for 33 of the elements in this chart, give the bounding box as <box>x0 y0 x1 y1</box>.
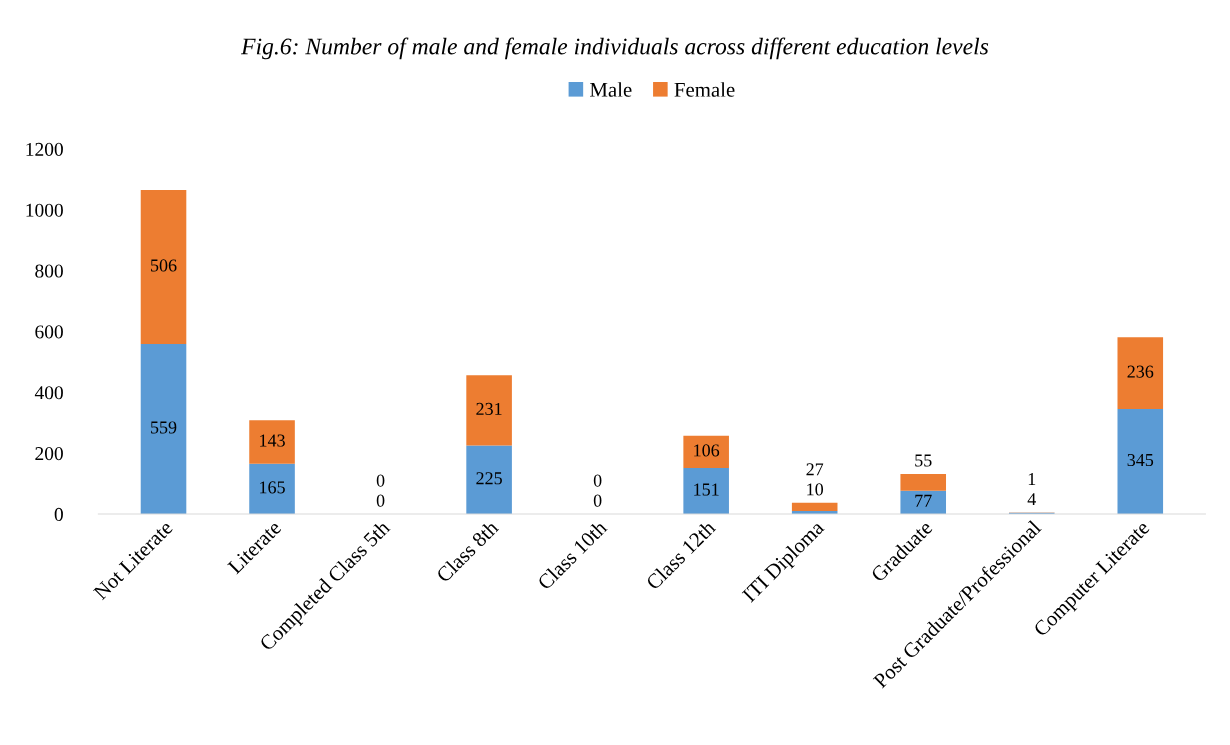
legend-label: Male <box>590 82 632 97</box>
x-tick-label: Class 10th <box>536 519 608 591</box>
legend-label: Female <box>674 82 735 97</box>
data-label: 225 <box>476 472 502 485</box>
data-label: 4 <box>1027 493 1036 506</box>
data-label: 0 <box>593 474 602 487</box>
data-label: 231 <box>476 402 502 415</box>
data-label: 77 <box>915 494 932 507</box>
y-tick-label: 400 <box>34 386 63 400</box>
data-label: 236 <box>1127 365 1154 378</box>
data-label: 559 <box>151 421 177 434</box>
data-label: 0 <box>593 494 602 507</box>
y-tick-label: 600 <box>35 325 63 339</box>
y-tick-label: 1200 <box>26 142 63 156</box>
data-label: 345 <box>1127 453 1154 467</box>
y-tick-label: 0 <box>54 507 63 521</box>
data-label: 106 <box>694 444 720 457</box>
data-label: 10 <box>807 483 824 496</box>
y-tick-label: 800 <box>35 264 63 278</box>
x-tick-label: Class 12th <box>644 519 717 591</box>
data-label: 165 <box>260 481 285 494</box>
chart-title: Fig.6: Number of male and female individuals across different education levels <box>240 37 989 60</box>
x-tick-label: Class 8th <box>435 519 500 584</box>
y-tick-label: 1000 <box>26 203 63 217</box>
data-label: 0 <box>376 494 385 507</box>
data-label: 506 <box>151 259 177 272</box>
y-tick-label: 200 <box>35 447 63 461</box>
data-label: 27 <box>806 463 824 476</box>
data-label: 1 <box>1028 473 1036 485</box>
data-label: 0 <box>376 474 385 487</box>
data-label: 143 <box>260 434 285 447</box>
data-label: 55 <box>915 454 932 467</box>
data-label: 151 <box>694 483 719 496</box>
